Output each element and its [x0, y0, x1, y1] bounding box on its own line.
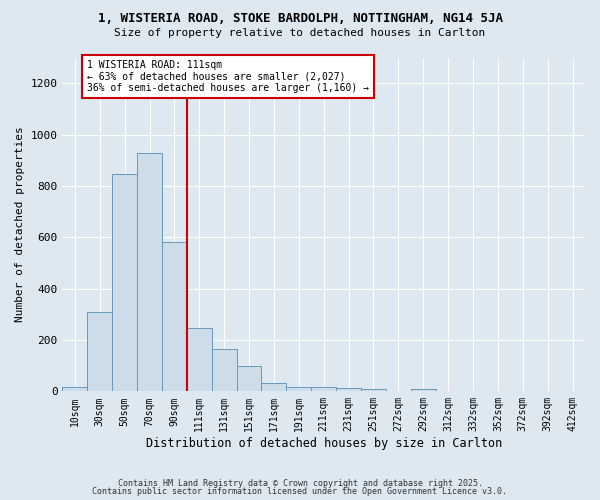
Bar [137, 152, 162, 392]
Text: 1, WISTERIA ROAD, STOKE BARDOLPH, NOTTINGHAM, NG14 5JA: 1, WISTERIA ROAD, STOKE BARDOLPH, NOTTIN… [97, 12, 503, 26]
Text: 1 WISTERIA ROAD: 111sqm
← 63% of detached houses are smaller (2,027)
36% of semi: 1 WISTERIA ROAD: 111sqm ← 63% of detache… [88, 60, 370, 94]
Text: Contains public sector information licensed under the Open Government Licence v3: Contains public sector information licen… [92, 487, 508, 496]
Y-axis label: Number of detached properties: Number of detached properties [15, 126, 25, 322]
Bar [411, 389, 436, 392]
Bar [62, 386, 88, 392]
Bar [162, 242, 187, 392]
Bar [187, 328, 212, 392]
Bar [236, 366, 262, 392]
Text: Size of property relative to detached houses in Carlton: Size of property relative to detached ho… [115, 28, 485, 38]
Bar [361, 389, 386, 392]
Bar [336, 388, 361, 392]
Bar [262, 383, 286, 392]
Bar [112, 174, 137, 392]
Bar [286, 386, 311, 392]
Text: Contains HM Land Registry data © Crown copyright and database right 2025.: Contains HM Land Registry data © Crown c… [118, 478, 482, 488]
Bar [212, 349, 236, 392]
Bar [311, 388, 336, 392]
X-axis label: Distribution of detached houses by size in Carlton: Distribution of detached houses by size … [146, 437, 502, 450]
Bar [88, 312, 112, 392]
